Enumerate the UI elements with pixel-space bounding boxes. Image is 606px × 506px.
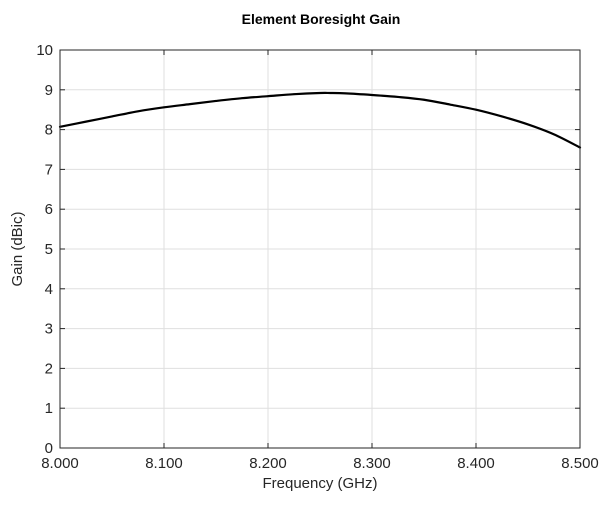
data-point bbox=[137, 110, 139, 113]
axis-ticks: 8.000 8.100 8.200 8.300 8.400 8.500 0 1 2 3 4 5 6 7 8 9… bbox=[36, 42, 598, 472]
y-tick-label: 10 bbox=[36, 42, 53, 59]
x-tick-label: 8.100 bbox=[145, 455, 183, 472]
y-axis-label: Gain (dBic) bbox=[9, 211, 26, 286]
data-point bbox=[553, 133, 555, 136]
data-point bbox=[329, 92, 332, 94]
data-point bbox=[371, 94, 373, 96]
data-point bbox=[163, 106, 165, 109]
data-point bbox=[475, 108, 477, 111]
series-line bbox=[58, 91, 582, 149]
x-axis-label: Frequency (GHz) bbox=[262, 475, 377, 492]
y-tick-label: 5 bbox=[45, 241, 53, 258]
y-tick-label: 3 bbox=[45, 321, 53, 338]
y-tick-label: 1 bbox=[45, 400, 53, 417]
data-point bbox=[423, 98, 425, 101]
y-tick-label: 9 bbox=[45, 82, 53, 99]
y-tick-label: 0 bbox=[45, 440, 53, 457]
x-tick-label: 8.000 bbox=[41, 455, 79, 472]
chart-title: Element Boresight Gain bbox=[242, 11, 401, 27]
data-point bbox=[527, 123, 529, 126]
data-point bbox=[111, 115, 113, 118]
data-point bbox=[345, 92, 347, 95]
y-tick-label: 8 bbox=[45, 122, 53, 139]
data-point bbox=[189, 103, 191, 106]
x-tick-label: 8.300 bbox=[353, 455, 391, 472]
data-point bbox=[319, 92, 321, 94]
data-point bbox=[501, 115, 503, 118]
x-tick-label: 8.400 bbox=[457, 455, 495, 472]
x-tick-label: 8.500 bbox=[561, 455, 599, 472]
x-tick-label: 8.200 bbox=[249, 455, 287, 472]
data-point bbox=[267, 95, 269, 98]
data-point bbox=[293, 93, 295, 96]
data-point bbox=[85, 120, 87, 123]
data-point bbox=[397, 96, 399, 98]
grid bbox=[59, 49, 581, 449]
data-point bbox=[215, 100, 217, 102]
y-tick-label: 2 bbox=[45, 360, 53, 377]
series-group bbox=[58, 91, 582, 149]
data-point bbox=[449, 103, 451, 106]
y-tick-label: 4 bbox=[45, 281, 53, 298]
y-tick-label: 6 bbox=[45, 201, 53, 218]
data-point bbox=[241, 97, 243, 100]
y-tick-label: 7 bbox=[45, 161, 53, 178]
